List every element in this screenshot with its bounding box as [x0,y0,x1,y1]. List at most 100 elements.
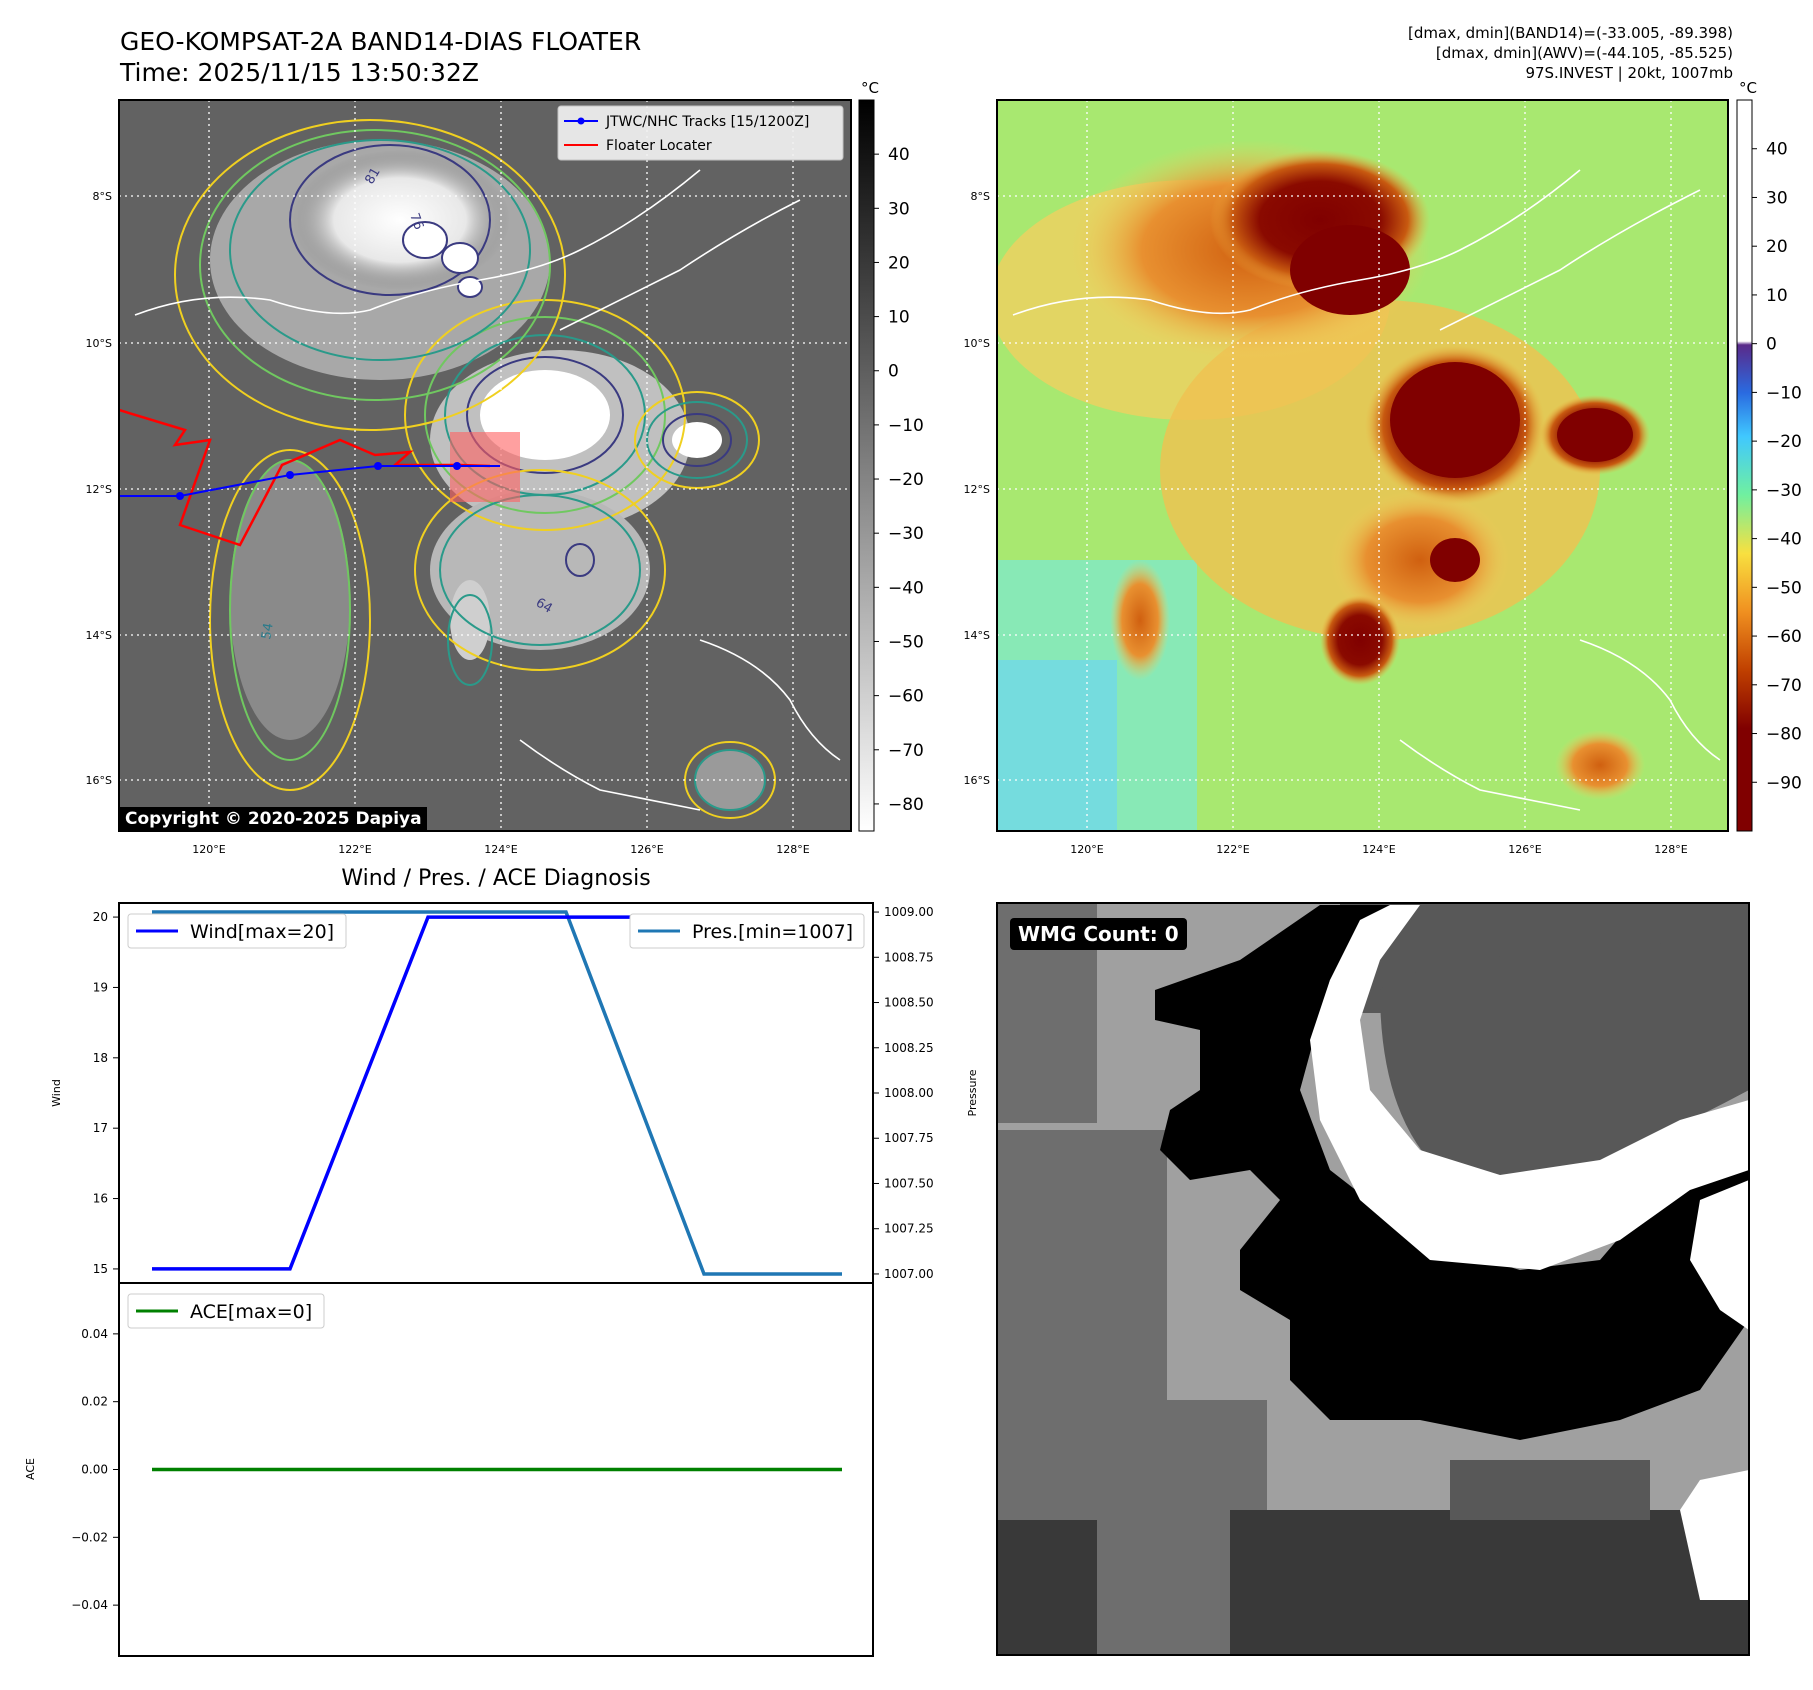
wind-ticks: 20 19 18 17 16 15 [93,910,119,1276]
jtwc-track-line [119,465,500,497]
axis-tick-label: 1007.50 [884,1176,934,1190]
ir-map-legend: JTWC/NHC Tracks [15/1200Z] Floater Locat… [557,105,844,161]
figure-time: Time: 2025/11/15 13:50:32Z [120,58,479,87]
colorbar-tick-label: −20 [888,470,924,490]
contour-label-81: 81 [362,165,383,187]
ir-colorbar-ticks: 40 30 20 10 0 −10 −20 −30 −40 −50 −60 −70 −80 [874,145,924,815]
ir-lon-tick: 128°E [776,843,809,856]
wind-legend-label: Wind[max=20] [190,921,334,943]
colorbar-tick-label: −50 [1766,578,1802,598]
colorbar-tick-label: 0 [888,362,899,382]
ir-lat-tick: 8°S [93,190,112,203]
contour-label-76: 76 [406,211,426,232]
awv-colorbar [1736,99,1753,832]
colorbar-tick-label: −10 [888,416,924,436]
ir-lon-tick: 122°E [338,843,371,856]
colorbar-tick-label: −80 [888,795,924,815]
wmg-white-band [1310,905,1749,1270]
colorbar-tick-label: −30 [1766,481,1802,501]
storm-info: 97S.INVEST | 20kt, 1007mb [1525,64,1733,82]
colorbar-tick-label: 30 [1766,188,1788,208]
colorbar-tick-label: −60 [888,687,924,707]
wind-pres-axes [118,902,874,1284]
awv-lon-tick: 128°E [1654,843,1687,856]
axis-tick-label: 17 [93,1121,108,1135]
ir-lat-tick: 16°S [86,774,112,787]
awv-lat-tick: 8°S [971,190,990,203]
colorbar-tick-label: −10 [1766,383,1802,403]
legend-locater-label: Floater Locater [606,138,712,154]
ace-legend-label: ACE[max=0] [190,1301,312,1323]
wmg-frame [996,902,1750,1656]
pres-ticks: 1009.00 1008.75 1008.50 1008.25 1008.00 1007.… [873,905,934,1281]
axis-tick-label: 0.02 [81,1395,108,1409]
awv-map-frame [996,99,1729,832]
colorbar-tick-label: 40 [888,145,910,165]
awv-lat-tick: 14°S [964,629,990,642]
wind-legend: Wind[max=20] [127,913,347,949]
ir-lon-tick: 120°E [192,843,225,856]
awv-dry-core [1390,362,1520,478]
axis-tick-label: 20 [93,910,108,924]
awv-map [997,100,1728,831]
ir-lon-tick: 124°E [484,843,517,856]
axis-tick-label: 1007.00 [884,1267,934,1281]
ir-colorbar-unit: °C [861,79,879,97]
figure-title: GEO-KOMPSAT-2A BAND14-DIAS FLOATER [120,27,642,56]
colorbar-tick-label: 0 [1766,335,1777,355]
awv-lat-tick: 10°S [964,337,990,350]
wind-axis-label: Wind [50,1079,63,1107]
contour-label-64: 64 [533,595,555,616]
colorbar-tick-label: −60 [1766,627,1802,647]
ir-map-frame [118,99,852,832]
ir-lat-tick: 10°S [86,337,112,350]
ir-lat-tick: 12°S [86,483,112,496]
copyright-label: Copyright © 2020-2025 Dapiya [120,807,427,831]
ir-lat-tick: 14°S [86,629,112,642]
awv-lon-tick: 126°E [1508,843,1541,856]
axis-tick-label: −0.02 [71,1530,108,1544]
colorbar-tick-label: 10 [888,308,910,328]
awv-colorbar-unit: °C [1739,79,1757,97]
awv-lon-tick: 120°E [1070,843,1103,856]
diagnosis-title: Wind / Pres. / ACE Diagnosis [341,866,650,891]
axis-tick-label: 1008.50 [884,996,934,1010]
axis-tick-label: 1008.25 [884,1041,934,1055]
awv-colorbar-ticks: 40 30 20 10 0 −10 −20 −30 −40 −50 −60 −70 −80 −90 [1752,140,1802,793]
axis-tick-label: 1007.75 [884,1131,934,1145]
legend-tracks-label: JTWC/NHC Tracks [15/1200Z] [605,114,809,130]
colorbar-tick-label: 30 [888,199,910,219]
colorbar-tick-label: −40 [1766,530,1802,550]
awv-lon-tick: 124°E [1362,843,1395,856]
axis-tick-label: 1008.75 [884,950,934,964]
colorbar-tick-label: −90 [1766,773,1802,793]
awv-lat-tick: 12°S [964,483,990,496]
colorbar-tick-label: 10 [1766,286,1788,306]
axis-tick-label: 1007.25 [884,1222,934,1236]
colorbar-tick-label: −70 [1766,676,1802,696]
contour-label-54: 54 [259,622,277,641]
axis-tick-label: 1008.00 [884,1086,934,1100]
ace-axis-label: ACE [24,1458,37,1480]
axis-tick-label: 18 [93,1051,108,1065]
axis-tick-label: 1009.00 [884,905,934,919]
stats-awv: [dmax, dmin](AWV)=(-44.105, -85.525) [1435,44,1733,62]
ir-colorbar [858,99,875,832]
colorbar-tick-label: −50 [888,632,924,652]
stats-band14: [dmax, dmin](BAND14)=(-33.005, -89.398) [1408,24,1733,42]
awv-lon-tick: 122°E [1216,843,1249,856]
wmg-panel [997,903,1749,1655]
colorbar-tick-label: 20 [888,253,910,273]
axis-tick-label: 0.00 [81,1463,108,1477]
colorbar-tick-label: −20 [1766,432,1802,452]
awv-lat-tick: 16°S [964,774,990,787]
colorbar-tick-label: 40 [1766,140,1788,160]
axis-tick-label: 0.04 [81,1327,108,1341]
colorbar-tick-label: 20 [1766,237,1788,257]
ace-legend: ACE[max=0] [127,1293,325,1329]
pres-legend: Pres.[min=1007] [629,913,865,949]
colorbar-tick-label: −80 [1766,725,1802,745]
colorbar-tick-label: −70 [888,741,924,761]
ir-map: 81 76 64 54 [119,100,851,831]
